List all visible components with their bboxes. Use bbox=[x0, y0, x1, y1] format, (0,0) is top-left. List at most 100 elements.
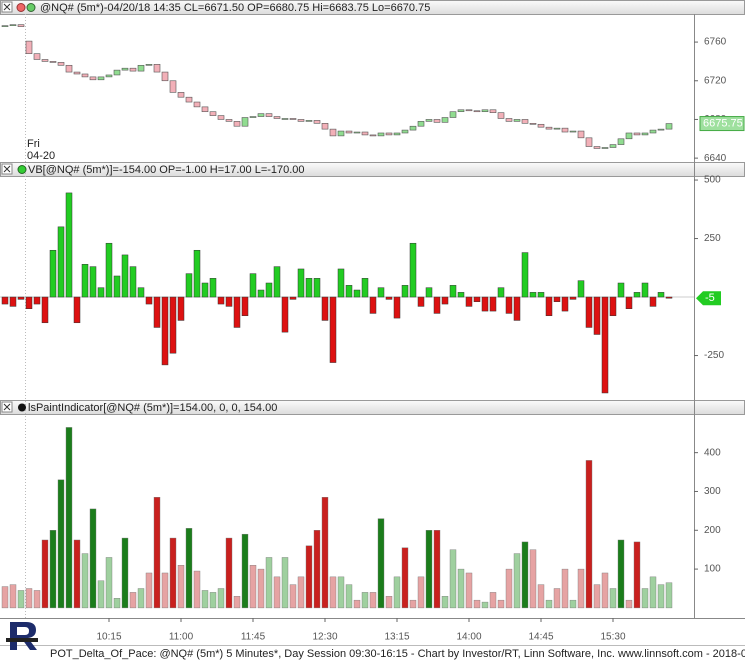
histogram-bar bbox=[417, 576, 425, 609]
candle bbox=[345, 130, 353, 134]
delta-bar bbox=[553, 296, 561, 302]
delta-bar bbox=[569, 296, 577, 300]
histogram-bar bbox=[545, 599, 553, 609]
delta-bar bbox=[9, 296, 17, 307]
delta-bar bbox=[41, 296, 49, 324]
x-tick-label: 12:30 bbox=[312, 632, 337, 643]
histogram-bar bbox=[361, 592, 369, 609]
candle bbox=[633, 132, 641, 136]
x-tick-label: 11:45 bbox=[241, 632, 266, 643]
histogram-bar bbox=[217, 588, 225, 609]
delta-bar bbox=[265, 282, 273, 298]
histogram-bar bbox=[385, 596, 393, 609]
candle bbox=[241, 117, 249, 127]
histogram-bar bbox=[57, 479, 65, 609]
delta-bar bbox=[537, 292, 545, 298]
histogram-bar bbox=[81, 553, 89, 609]
histogram-bar bbox=[457, 568, 465, 609]
candle bbox=[185, 96, 193, 103]
delta-bar bbox=[137, 287, 145, 298]
candle bbox=[385, 132, 393, 136]
histogram-bar bbox=[553, 588, 561, 609]
x-tick-label: 15:30 bbox=[600, 632, 625, 643]
delta-bar bbox=[489, 296, 497, 312]
histogram-bar bbox=[1, 586, 9, 609]
delta-bar bbox=[345, 285, 353, 298]
candle bbox=[153, 64, 161, 73]
delta-bar bbox=[641, 282, 649, 298]
close-icon[interactable] bbox=[1, 163, 13, 175]
price-tag bbox=[699, 116, 745, 132]
candle bbox=[89, 76, 97, 81]
histogram-bar bbox=[337, 576, 345, 609]
y-tick-label: 250 bbox=[704, 233, 721, 244]
delta-bar bbox=[521, 252, 529, 298]
candle bbox=[177, 92, 185, 98]
candle bbox=[281, 118, 289, 120]
delta-bar bbox=[225, 296, 233, 307]
histogram-bar bbox=[617, 539, 625, 609]
candle bbox=[97, 76, 105, 81]
histogram-bar bbox=[177, 565, 185, 609]
delta-bar bbox=[249, 273, 257, 298]
delta-bar bbox=[161, 296, 169, 366]
candle bbox=[401, 129, 409, 134]
y-tick-label: 400 bbox=[704, 447, 721, 458]
histogram-bar bbox=[49, 530, 57, 609]
histogram-bar bbox=[281, 557, 289, 609]
delta-bar bbox=[473, 296, 481, 302]
delta-bar bbox=[585, 296, 593, 328]
histogram-bar bbox=[513, 553, 521, 609]
candle bbox=[585, 137, 593, 147]
candle bbox=[521, 119, 529, 124]
x-tick-label: 14:00 bbox=[456, 632, 481, 643]
histogram-bar bbox=[489, 592, 497, 609]
candle bbox=[289, 118, 297, 120]
delta-bar bbox=[665, 296, 673, 299]
histogram-bar bbox=[625, 599, 633, 609]
candle bbox=[665, 123, 673, 130]
delta-bar bbox=[257, 289, 265, 298]
delta-bar bbox=[401, 285, 409, 298]
delta-bar bbox=[313, 278, 321, 298]
delta-bar bbox=[1, 296, 9, 305]
histogram-bar bbox=[249, 565, 257, 609]
delta-bar bbox=[545, 296, 553, 317]
candle bbox=[161, 71, 169, 82]
delta-bar bbox=[449, 285, 457, 298]
delta-bar bbox=[625, 296, 633, 309]
candle bbox=[49, 61, 57, 63]
candle bbox=[25, 40, 33, 54]
histogram-bar bbox=[353, 599, 361, 609]
candle bbox=[465, 109, 473, 112]
histogram-bar bbox=[201, 590, 209, 609]
indicator-icon[interactable] bbox=[16, 3, 26, 12]
histogram-bar bbox=[481, 601, 489, 609]
delta-bar bbox=[409, 242, 417, 298]
indicator-icon[interactable] bbox=[26, 3, 36, 12]
indicator-icon[interactable] bbox=[17, 165, 27, 174]
histogram-bar bbox=[609, 588, 617, 609]
panel-title: VB[@NQ# (5m*)]=-154.00 OP=-1.00 H=17.00 … bbox=[28, 164, 305, 176]
histogram-bar bbox=[329, 576, 337, 609]
delta-bar bbox=[369, 296, 377, 314]
histogram-bar bbox=[649, 576, 657, 609]
candle bbox=[657, 128, 665, 131]
candle bbox=[577, 130, 585, 139]
y-tick-label: 100 bbox=[704, 564, 721, 575]
candle bbox=[137, 64, 145, 72]
close-icon[interactable] bbox=[1, 1, 13, 13]
histogram-bar bbox=[289, 584, 297, 609]
candle bbox=[553, 127, 561, 130]
histogram-bar bbox=[529, 549, 537, 609]
indicator-icon[interactable] bbox=[18, 403, 26, 412]
close-icon[interactable] bbox=[1, 401, 13, 413]
histogram-bar bbox=[257, 568, 265, 609]
candle bbox=[105, 74, 113, 78]
panel-title: lsPaintIndicator[@NQ# (5m*)]=154.00, 0, … bbox=[28, 402, 277, 414]
candle bbox=[497, 112, 505, 119]
delta-bar bbox=[657, 292, 665, 298]
candle bbox=[409, 125, 417, 131]
histogram-bar bbox=[313, 530, 321, 609]
histogram-bar bbox=[9, 584, 17, 609]
